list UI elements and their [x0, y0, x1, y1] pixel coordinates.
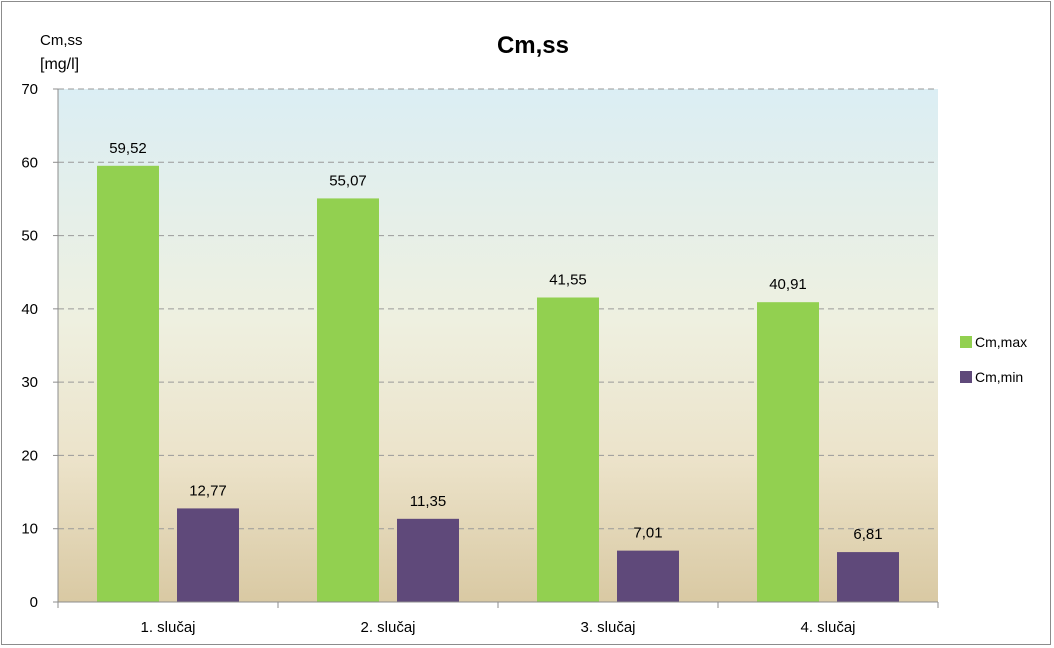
data-label: 7,01 [633, 525, 662, 542]
legend-swatch [960, 371, 972, 383]
bar-cm-min [837, 552, 899, 602]
bar-cm-max [757, 302, 819, 602]
legend: Cm,max Cm,min [960, 334, 1027, 385]
y-tick-label: 60 [21, 154, 38, 171]
legend-label: Cm,min [975, 369, 1023, 385]
bar-cm-max [537, 297, 599, 602]
x-tick-label: 2. slučaj [360, 619, 415, 636]
bars: 59,52 12,77 55,07 11,35 41,55 7,01 40,91 6,81 [97, 140, 899, 603]
x-tick-label: 1. slučaj [140, 619, 195, 636]
data-label: 55,07 [329, 172, 367, 189]
bar-cm-max [97, 165, 159, 603]
y-tick-label: 20 [21, 447, 38, 464]
y-tick-label: 30 [21, 374, 38, 391]
y-axis-label-line1: Cm,ss [40, 32, 83, 49]
y-tick-label: 0 [30, 594, 38, 611]
data-label: 6,81 [853, 526, 882, 543]
bar-cm-min [177, 508, 239, 602]
bar-cm-min [617, 550, 679, 602]
data-label: 59,52 [109, 140, 147, 157]
y-tick-label: 70 [21, 81, 38, 98]
y-tick-label: 40 [21, 301, 38, 318]
y-tick-label: 10 [21, 521, 38, 538]
data-label: 12,77 [189, 482, 227, 499]
data-label: 40,91 [769, 276, 807, 293]
data-label: 11,35 [410, 493, 446, 510]
chart-title: Cm,ss [497, 32, 569, 59]
legend-swatch [960, 336, 972, 348]
y-tick-label: 50 [21, 228, 38, 245]
x-tick-label: 3. slučaj [580, 619, 635, 636]
y-axis-label-line2: [mg/l] [40, 56, 79, 73]
legend-label: Cm,max [975, 334, 1027, 350]
x-tick-label: 4. slučaj [800, 619, 855, 636]
bar-cm-min [397, 518, 459, 602]
data-label: 41,55 [549, 271, 587, 288]
bar-cm-max [317, 198, 379, 602]
axes: 0 10 20 30 40 50 60 70 1. slučaj 2. slučaj 3. sluč… [21, 81, 939, 636]
